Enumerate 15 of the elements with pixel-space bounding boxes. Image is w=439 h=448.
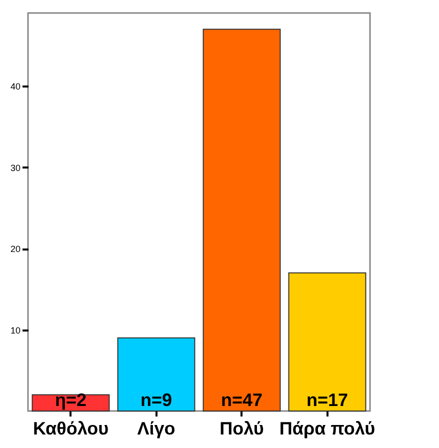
x-tick-label: Λίγο: [137, 418, 176, 438]
y-tick-label: 40: [10, 82, 20, 92]
data-label: n=47: [220, 390, 263, 410]
bar: [288, 272, 366, 412]
y-tick-label: 10: [10, 325, 20, 336]
x-tick-label: Πάρα πολύ: [279, 418, 376, 438]
y-tick-label: 30: [10, 162, 20, 173]
data-label: η=2: [54, 390, 87, 410]
x-tick-label: Καθόλου: [32, 418, 109, 438]
data-label: n=9: [140, 390, 172, 410]
data-label: n=17: [306, 390, 348, 410]
y-tick-label: 20: [10, 244, 20, 254]
bar: [117, 337, 196, 412]
bar: [202, 28, 281, 412]
x-tick-label: Πολύ: [220, 418, 264, 438]
